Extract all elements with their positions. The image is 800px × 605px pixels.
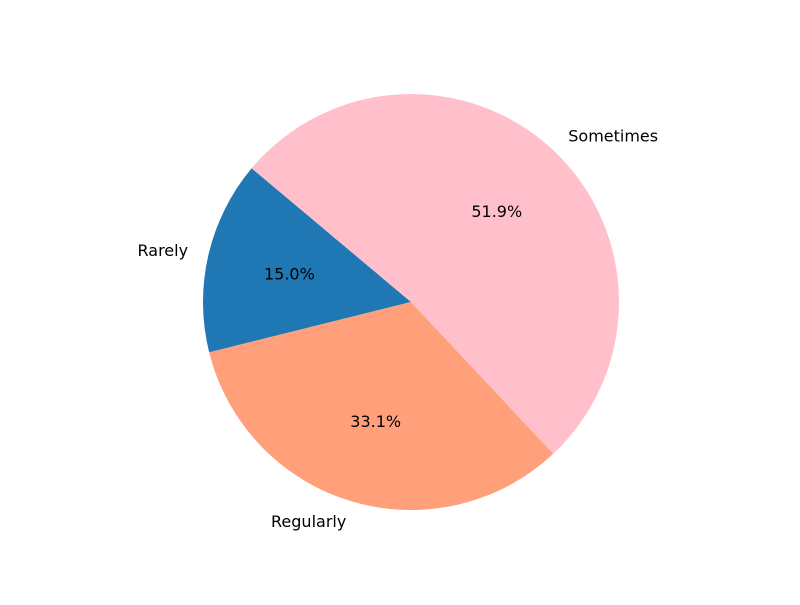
pie-slice-rarely [203, 168, 411, 353]
pie-category-label-rarely: Rarely [138, 241, 189, 260]
pie-slice-sometimes [251, 94, 619, 454]
pie-category-label-regularly: Regularly [271, 512, 346, 531]
pie-percent-label-rarely: 15.0% [264, 264, 315, 283]
pie-slice-regularly [209, 302, 554, 510]
pie-percent-label-sometimes: 51.9% [471, 202, 522, 221]
pie-percent-label-regularly: 33.1% [350, 412, 401, 431]
pie-slices [203, 94, 619, 510]
pie-labels: 15.0% Rarely 33.1% Regularly 51.9% Sometimes [138, 126, 659, 531]
pie-category-label-sometimes: Sometimes [568, 126, 658, 145]
